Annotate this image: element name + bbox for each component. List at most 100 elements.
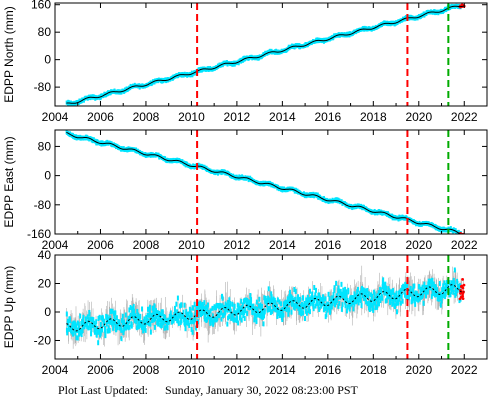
data-point	[366, 287, 369, 293]
data-point	[255, 319, 258, 325]
data-point	[143, 316, 146, 322]
data-point	[411, 298, 414, 304]
data-point	[325, 304, 328, 310]
x-tick-label: 2010	[178, 110, 205, 124]
data-point	[206, 312, 209, 318]
data-point	[452, 282, 455, 288]
data-point	[219, 303, 222, 309]
data-point	[82, 314, 85, 320]
data-point	[209, 308, 212, 314]
data-point	[99, 330, 102, 336]
data-point	[269, 310, 272, 316]
data-point	[366, 301, 369, 307]
data-point	[316, 192, 319, 197]
data-point	[166, 325, 169, 331]
data-point	[308, 309, 311, 315]
data-point	[153, 324, 156, 330]
data-point	[274, 300, 277, 306]
data-point	[389, 298, 392, 304]
data-point	[172, 318, 175, 324]
data-point	[366, 293, 369, 299]
data-point	[322, 294, 325, 300]
data-point	[249, 301, 252, 307]
data-point	[241, 307, 244, 313]
data-point	[364, 295, 367, 301]
data-point	[263, 295, 266, 301]
data-point	[353, 291, 356, 297]
data-point	[233, 303, 236, 309]
data-point	[75, 335, 78, 341]
data-point	[401, 298, 404, 304]
data-point	[93, 329, 96, 335]
data-point	[290, 301, 293, 307]
data-point	[310, 299, 313, 305]
data-point	[280, 301, 283, 307]
data-point	[112, 325, 115, 331]
data-point	[243, 315, 246, 321]
data-point	[383, 285, 386, 291]
data-point	[248, 299, 251, 305]
data-point	[190, 326, 193, 332]
panel-3: 2004 2006 2008 2010 2012 2014 2016 2018 2020 2022…	[2, 248, 488, 377]
data-point	[126, 319, 129, 325]
data-point	[443, 280, 446, 286]
data-point	[107, 325, 110, 331]
data-point	[267, 286, 270, 292]
data-point	[144, 327, 147, 333]
data-point	[370, 302, 373, 308]
data-point	[431, 290, 434, 296]
data-point	[105, 321, 108, 327]
data-point	[332, 292, 335, 298]
data-point	[208, 314, 211, 320]
data-point	[261, 308, 264, 314]
data-point	[413, 283, 416, 289]
data-point	[368, 307, 371, 313]
data-point	[430, 293, 433, 299]
data-point	[175, 301, 178, 307]
data-point	[136, 308, 139, 314]
data-point	[257, 310, 260, 316]
data-point	[376, 301, 379, 307]
data-point	[395, 301, 398, 307]
data-point	[449, 282, 452, 288]
data-point	[196, 304, 199, 310]
data-point	[381, 284, 384, 290]
data-point	[192, 305, 195, 311]
data-point	[84, 316, 87, 322]
data-point	[103, 318, 106, 324]
x-tick-label: 2014	[269, 238, 296, 252]
data-point	[186, 314, 189, 320]
data-point	[279, 312, 282, 318]
model-line	[66, 5, 465, 104]
data-point	[78, 325, 81, 331]
data-point	[180, 302, 183, 308]
panel-frame	[54, 129, 488, 235]
data-point	[318, 295, 321, 301]
data-point	[169, 310, 172, 316]
data-point	[308, 288, 311, 294]
data-point	[286, 300, 289, 306]
data-point	[261, 314, 264, 320]
data-point	[202, 306, 205, 312]
data-point	[348, 306, 351, 312]
data-point	[136, 324, 139, 330]
x-tick-label: 2012	[224, 110, 251, 124]
data-point	[394, 304, 397, 310]
data-point	[452, 277, 455, 283]
last-updated-value: Sunday, January 30, 2022 08:23:00 PST	[165, 383, 358, 397]
data-point	[258, 313, 261, 319]
data-point	[305, 310, 308, 316]
data-point	[152, 310, 155, 316]
x-tick-label: 2006	[87, 363, 114, 377]
data-point	[335, 298, 338, 304]
data-point	[317, 304, 320, 310]
data-point	[376, 304, 379, 310]
data-point	[453, 267, 456, 273]
data-point	[97, 315, 100, 321]
data-point	[298, 296, 301, 302]
data-point	[405, 294, 408, 300]
data-point	[359, 290, 362, 296]
data-point	[302, 310, 305, 316]
data-point	[439, 291, 442, 297]
data-point	[241, 302, 244, 308]
